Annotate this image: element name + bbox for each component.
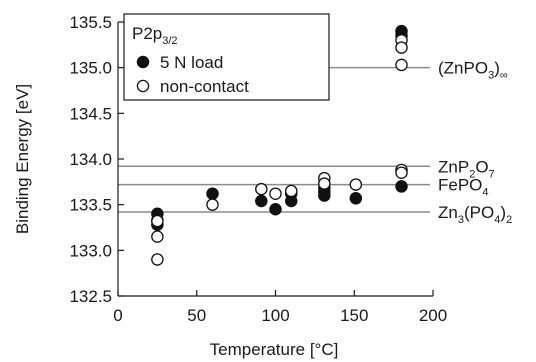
- legend-title: P2p3/2: [132, 24, 178, 47]
- reference-line-label-part: FePO: [438, 176, 482, 195]
- reference-line-label-part: 3: [458, 214, 464, 226]
- reference-line-label: ZnP2O7: [438, 157, 495, 180]
- reference-line-label-part: (PO: [464, 203, 494, 222]
- reference-line-label: FePO4: [438, 176, 489, 199]
- y-tick-label: 134.5: [69, 104, 112, 123]
- point-non-contact: [395, 166, 408, 179]
- point-5n-load: [206, 187, 219, 200]
- reference-line-label-part: 2: [506, 214, 512, 226]
- y-axis-title: Binding Energy [eV]: [13, 84, 32, 234]
- point-non-contact: [395, 58, 408, 72]
- x-tick-label: 200: [419, 306, 447, 325]
- x-tick-label: 50: [187, 306, 206, 325]
- reference-line-label-part: ZnP: [438, 157, 469, 176]
- point-non-contact: [151, 230, 164, 243]
- point-5n-load: [395, 180, 408, 193]
- reference-line-label-part: (ZnPO: [438, 59, 488, 78]
- point-non-contact: [349, 178, 363, 191]
- point-non-contact: [395, 41, 408, 54]
- x-axis-ticks: 0 50 100 150 200: [113, 290, 447, 325]
- reference-line-label-part: ): [494, 59, 500, 78]
- y-axis-ticks: 132.5 133.0 133.5 134.0 134.5 135.0 135.5: [69, 13, 124, 306]
- legend-label-non-contact: non-contact: [160, 77, 249, 96]
- reference-line-label-part: 4: [494, 214, 500, 226]
- point-non-contact: [206, 198, 219, 211]
- reference-line-label-part: O: [475, 157, 488, 176]
- reference-line-label-part: 2: [469, 168, 475, 180]
- x-tick-label: 150: [340, 306, 368, 325]
- x-axis-title: Temperature [°C]: [210, 340, 339, 359]
- point-non-contact: [269, 187, 282, 200]
- reference-line-label: Zn3(PO4)2: [438, 203, 512, 226]
- point-non-contact: [284, 184, 298, 198]
- y-tick-label: 135.5: [69, 13, 112, 32]
- legend-title-main: P2p: [132, 24, 162, 43]
- legend-label-5n-load: 5 N load: [160, 53, 223, 72]
- reference-line-label: (ZnPO3)∞: [438, 59, 508, 82]
- reference-line-label-part: ∞: [500, 70, 508, 82]
- point-5n-load: [349, 192, 363, 205]
- point-5n-load: [255, 194, 268, 208]
- y-tick-label: 133.0: [69, 241, 112, 260]
- y-tick-label: 133.5: [69, 196, 112, 215]
- point-non-contact: [318, 177, 331, 190]
- legend-title-sub: 3/2: [162, 35, 177, 47]
- y-tick-label: 134.0: [69, 150, 112, 169]
- point-non-contact: [151, 253, 164, 266]
- reference-line-label-part: 4: [482, 187, 488, 199]
- x-tick-label: 100: [261, 306, 289, 325]
- point-non-contact: [151, 214, 164, 228]
- point-5n-load: [269, 202, 282, 216]
- legend-box: [123, 13, 330, 101]
- y-tick-label: 132.5: [69, 287, 112, 306]
- legend-marker-non-contact: [136, 79, 150, 93]
- reference-line-label-part: 3: [488, 70, 494, 82]
- x-tick-label: 0: [113, 306, 122, 325]
- reference-line-label-part: Zn: [438, 203, 458, 222]
- legend-marker-5n-load: [136, 55, 150, 69]
- legend: P2p3/2 5 N load non-contact: [123, 13, 330, 101]
- y-tick-label: 135.0: [69, 59, 112, 78]
- data-points: [151, 24, 408, 266]
- reference-line-label-part: ): [500, 203, 506, 222]
- point-non-contact: [255, 182, 268, 196]
- reference-line-label-part: 7: [489, 168, 495, 180]
